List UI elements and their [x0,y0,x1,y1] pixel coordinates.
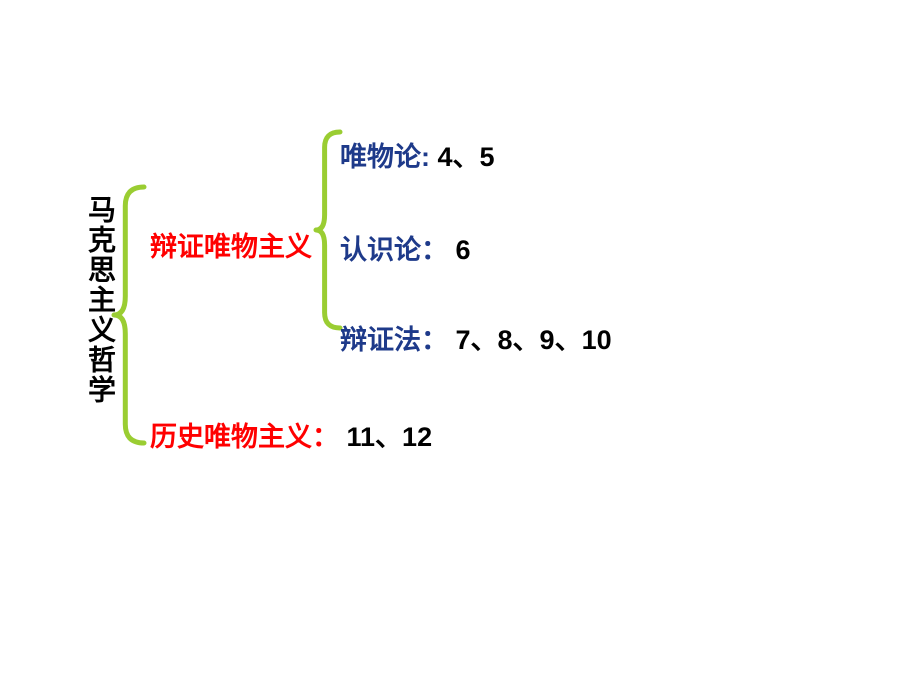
leaf-topic: 唯物论: [340,142,430,172]
leaf-topic: 辩证法： [340,325,448,355]
branch2-nums: 11、12 [347,422,433,452]
leaf-materialism: 唯物论: 4、5 [340,135,495,174]
leaf-nums: 7、8、9、10 [456,325,612,355]
root-brace [112,185,146,445]
branch1-label: 辩证唯物主义 [150,225,312,264]
branch2-topic: 历史唯物主义： [150,422,339,452]
leaf-nums: 6 [456,235,471,265]
branch2-label: 历史唯物主义： 11、12 [150,415,432,454]
leaf-epistemology: 认识论： 6 [340,228,471,267]
branch1-brace [314,130,342,330]
leaf-nums: 4、5 [438,142,495,172]
leaf-dialectics: 辩证法： 7、8、9、10 [340,318,612,357]
leaf-topic: 认识论： [340,235,448,265]
